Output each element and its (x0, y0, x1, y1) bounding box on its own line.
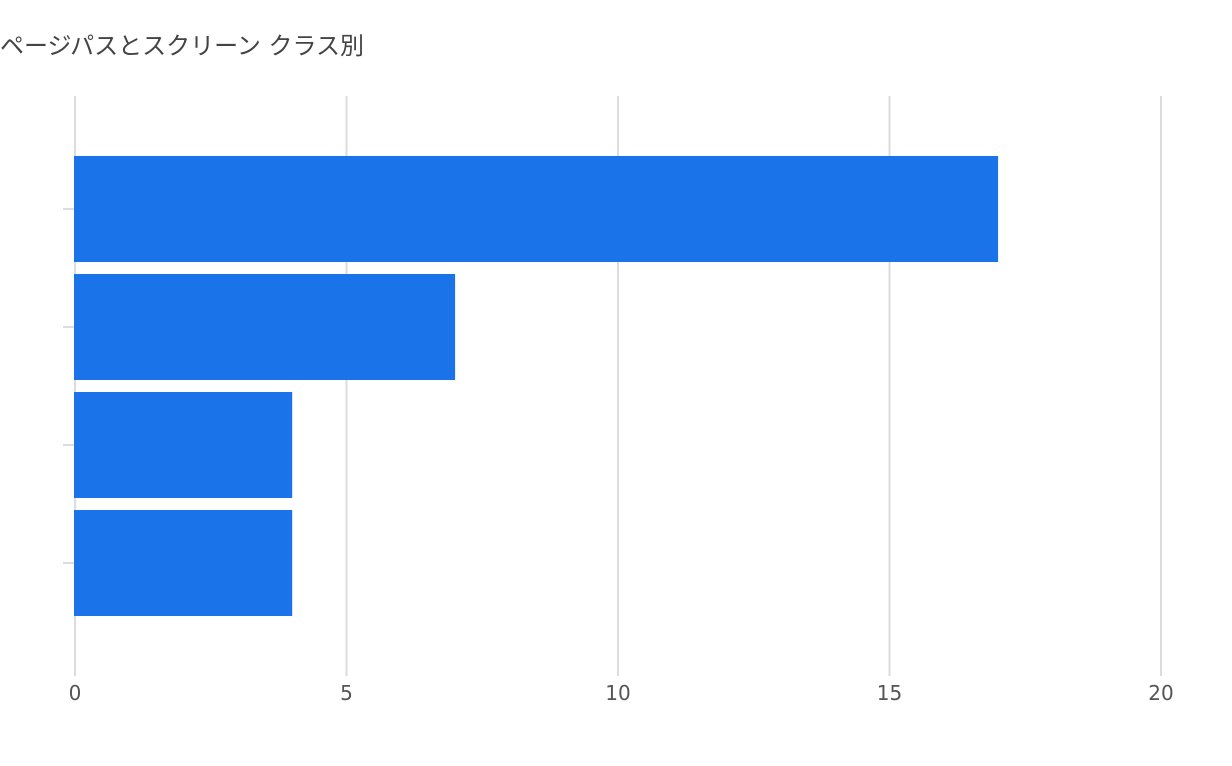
bars (74, 156, 999, 616)
x-tick-label: 20 (1148, 681, 1173, 705)
x-tick-label: 5 (340, 681, 353, 705)
x-axis-tick-labels: 0 5 10 15 20 (69, 681, 1174, 705)
bar-4[interactable] (74, 510, 293, 616)
chart-title: ページパスとスクリーン クラス別 (0, 32, 365, 60)
bar-3[interactable] (74, 392, 293, 498)
x-tick-label: 10 (605, 681, 630, 705)
x-tick-label: 15 (877, 681, 902, 705)
x-tick-label: 0 (69, 681, 82, 705)
category-ticks (63, 208, 75, 564)
bar-1[interactable] (74, 156, 999, 262)
bar-2[interactable] (74, 274, 456, 380)
